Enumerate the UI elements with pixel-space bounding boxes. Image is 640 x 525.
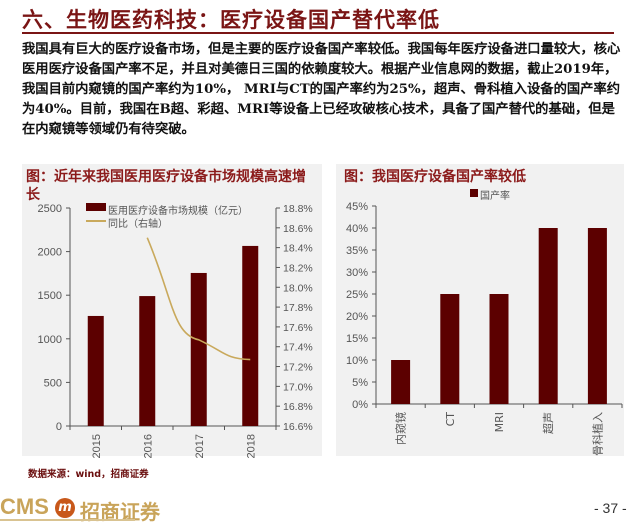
left-chart-title: 图：近年来我国医用医疗设备市场规模高速增长 [26,169,306,203]
right-chart-panel: 图：我国医疗设备国产率较低 [336,164,624,456]
data-source-note: 数据来源：wind，招商证券 [28,469,149,480]
right-chart-title: 图：我国医疗设备国产率较低 [344,169,526,185]
left-legend-line-label: 同比（右轴） [108,219,168,230]
left-legend-bar-label: 医用医疗设备市场规模（亿元） [108,206,248,217]
page-title: 六、生物医药科技：医疗设备国产替代率低 [22,7,440,32]
body-paragraph: 我国具有巨大的医疗设备市场，但是主要的医疗设备国产率较低。我国每年医疗设备进口量… [22,42,621,137]
cms-logo-icon: m [55,498,75,518]
right-legend-label: 国产率 [480,191,510,202]
logo-underline [0,519,135,521]
title-divider [22,32,614,34]
cms-logo-text: CMS [0,494,49,519]
page-number: - 37 - [594,500,627,516]
